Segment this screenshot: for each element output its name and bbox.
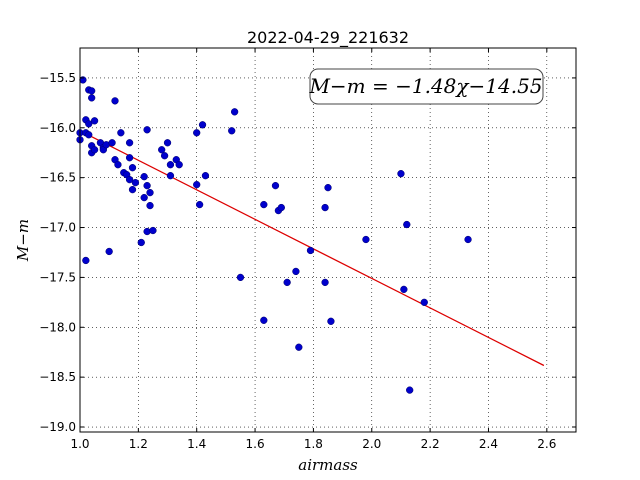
data-point bbox=[198, 121, 207, 129]
data-point bbox=[406, 386, 414, 394]
data-point bbox=[125, 154, 134, 162]
x-tick-label: 1.4 bbox=[187, 437, 206, 451]
data-point bbox=[324, 183, 332, 192]
data-point bbox=[230, 108, 239, 116]
data-point bbox=[85, 120, 93, 128]
data-point bbox=[306, 246, 315, 255]
data-point bbox=[283, 278, 291, 287]
x-tick-label: 1.8 bbox=[304, 437, 323, 451]
plot-area bbox=[80, 48, 576, 432]
data-point bbox=[88, 87, 96, 95]
data-point bbox=[146, 188, 154, 197]
ticks: 1.0 1.2 1.4 1.6 1.8 2.0 2.2 2.4 2.6 −15.5 −16.0 −16… bbox=[39, 48, 576, 451]
y-tick-label: −19.0 bbox=[39, 420, 76, 434]
data-point bbox=[403, 220, 411, 229]
data-point bbox=[362, 235, 370, 244]
data-point bbox=[201, 172, 210, 180]
data-point bbox=[82, 256, 90, 265]
data-point bbox=[128, 164, 137, 172]
data-point bbox=[125, 176, 134, 184]
data-point bbox=[260, 316, 268, 324]
data-point bbox=[105, 247, 113, 256]
y-tick-label: −16.5 bbox=[39, 171, 76, 185]
data-points bbox=[76, 76, 472, 394]
plot-frame bbox=[79, 47, 577, 433]
data-point bbox=[166, 161, 175, 169]
data-point bbox=[420, 298, 428, 306]
data-point bbox=[114, 161, 122, 169]
data-point bbox=[400, 285, 408, 294]
data-point bbox=[143, 181, 151, 190]
y-tick-label: −17.5 bbox=[39, 270, 76, 284]
data-point bbox=[140, 173, 148, 181]
data-point bbox=[160, 152, 169, 160]
y-tick-label: −18.5 bbox=[39, 370, 76, 384]
data-point bbox=[125, 139, 134, 147]
data-point bbox=[292, 267, 300, 276]
data-point bbox=[117, 129, 125, 137]
data-point bbox=[90, 146, 99, 154]
y-tick-label: −18.0 bbox=[39, 320, 76, 334]
y-tick-label: −15.5 bbox=[39, 71, 76, 85]
data-point bbox=[146, 201, 154, 210]
data-point bbox=[108, 139, 116, 147]
data-point bbox=[88, 94, 96, 102]
data-point bbox=[277, 203, 285, 212]
x-tick-label: 1.2 bbox=[129, 437, 148, 451]
y-tick-label: −16.0 bbox=[39, 121, 76, 135]
data-point bbox=[193, 180, 201, 189]
data-point bbox=[85, 131, 93, 139]
data-point bbox=[137, 238, 145, 247]
x-tick-label: 2.4 bbox=[479, 437, 498, 451]
y-tick-label: −17.0 bbox=[39, 221, 76, 235]
data-point bbox=[158, 146, 166, 154]
data-point bbox=[140, 193, 148, 202]
data-point bbox=[327, 317, 335, 325]
data-point bbox=[149, 226, 157, 235]
data-point bbox=[397, 170, 405, 178]
fit-annotation: M−m = −1.48χ−14.55 bbox=[308, 68, 544, 105]
x-tick-label: 2.2 bbox=[421, 437, 440, 451]
data-point bbox=[228, 127, 236, 135]
data-point bbox=[90, 117, 99, 125]
data-point bbox=[295, 343, 303, 351]
annotation-box bbox=[309, 68, 544, 105]
data-point bbox=[128, 185, 137, 194]
data-point bbox=[464, 235, 472, 244]
data-point bbox=[166, 172, 175, 180]
grid bbox=[79, 48, 576, 432]
x-tick-label: 1.0 bbox=[70, 437, 89, 451]
data-point bbox=[163, 139, 172, 147]
chart-title: 2022-04-29_221632 bbox=[247, 28, 409, 48]
fit-equation: M−m = −1.48χ−14.55 bbox=[308, 74, 542, 98]
data-point bbox=[260, 200, 268, 209]
x-axis-label: airmass bbox=[298, 456, 358, 474]
x-tick-label: 2.6 bbox=[537, 437, 556, 451]
data-point bbox=[236, 273, 245, 282]
y-axis-label: M−m bbox=[14, 219, 32, 262]
data-point bbox=[193, 129, 201, 137]
data-point bbox=[321, 203, 329, 212]
data-point bbox=[271, 181, 280, 190]
data-point bbox=[143, 126, 151, 134]
x-tick-label: 2.0 bbox=[362, 437, 381, 451]
data-point bbox=[195, 200, 204, 209]
data-point bbox=[111, 97, 119, 105]
data-point bbox=[175, 161, 183, 169]
data-point bbox=[321, 278, 329, 287]
data-point bbox=[131, 178, 140, 187]
x-tick-label: 1.6 bbox=[246, 437, 265, 451]
